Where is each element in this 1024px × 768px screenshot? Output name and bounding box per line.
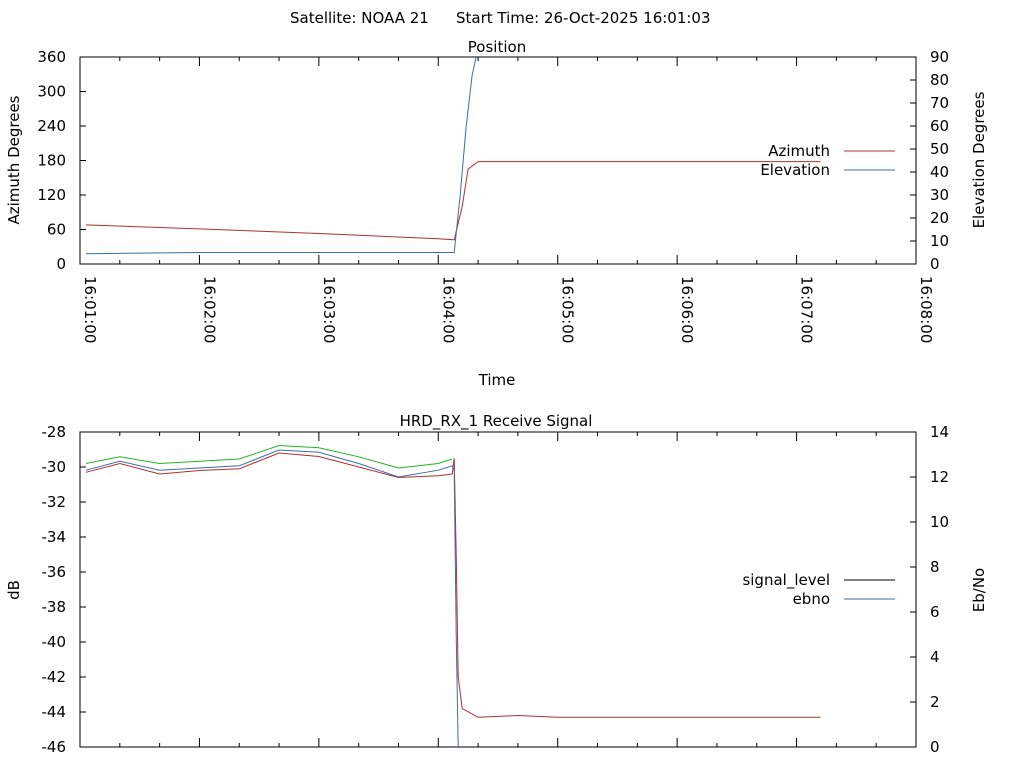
series-line-ebno-1-1 bbox=[85, 449, 459, 748]
y2-tick-label-0-0: 0 bbox=[930, 255, 940, 273]
y-tick-label-1-5: -36 bbox=[42, 563, 67, 581]
x-tick-label-1: 16:02:00 bbox=[200, 276, 218, 343]
y2-tick-label-1-3: 6 bbox=[930, 603, 940, 621]
y-tick-label-1-7: -32 bbox=[42, 493, 67, 511]
y2-tick-label-1-4: 8 bbox=[930, 558, 940, 576]
y-tick-label-1-8: -30 bbox=[42, 458, 67, 476]
y2-tick-label-0-4: 40 bbox=[930, 163, 949, 181]
y-tick-label-0-5: 300 bbox=[37, 83, 66, 101]
x-tick-label-5: 16:06:00 bbox=[678, 276, 696, 343]
y2-tick-label-0-8: 80 bbox=[930, 71, 949, 89]
y-tick-label-0-2: 120 bbox=[37, 186, 66, 204]
y-tick-label-1-0: -46 bbox=[42, 738, 67, 756]
y-tick-label-1-6: -34 bbox=[42, 528, 67, 546]
y-tick-label-0-6: 360 bbox=[37, 48, 66, 66]
position-x-axis-label: Time bbox=[478, 371, 516, 389]
x-tick-label-0: 16:01:00 bbox=[81, 276, 99, 343]
y2-tick-label-0-7: 70 bbox=[930, 94, 949, 112]
y2-tick-label-0-3: 30 bbox=[930, 186, 949, 204]
position-chart-title: Position bbox=[468, 38, 526, 56]
satellite-label: Satellite: NOAA 21 bbox=[290, 9, 429, 27]
y-tick-label-1-3: -40 bbox=[42, 633, 67, 651]
y2-tick-label-0-1: 10 bbox=[930, 232, 949, 250]
y2-tick-label-0-5: 50 bbox=[930, 140, 949, 158]
y-tick-label-1-4: -38 bbox=[42, 598, 67, 616]
db-axis-label: dB bbox=[5, 580, 23, 600]
y2-tick-label-0-6: 60 bbox=[930, 117, 949, 135]
y2-tick-label-0-9: 90 bbox=[930, 48, 949, 66]
y-tick-label-1-1: -44 bbox=[42, 703, 67, 721]
legend-label-Elevation: Elevation bbox=[760, 161, 830, 179]
series-line-Azimuth-0-0 bbox=[85, 161, 821, 241]
series-line-signal_level-1-0 bbox=[85, 452, 821, 718]
y2-tick-label-1-5: 10 bbox=[930, 513, 949, 531]
start-time-label: Start Time: 26-Oct-2025 16:01:03 bbox=[456, 9, 711, 27]
y-tick-label-0-1: 60 bbox=[47, 221, 66, 239]
x-tick-label-7: 16:08:00 bbox=[917, 276, 935, 343]
ebno-axis-label: Eb/No bbox=[970, 568, 988, 612]
x-tick-label-2: 16:03:00 bbox=[320, 276, 338, 343]
y2-tick-label-1-7: 14 bbox=[930, 423, 949, 441]
legend-label-Azimuth: Azimuth bbox=[768, 142, 830, 160]
y2-tick-label-1-2: 4 bbox=[930, 648, 940, 666]
plot-frame-1 bbox=[79, 431, 917, 748]
y2-tick-label-0-2: 20 bbox=[930, 209, 949, 227]
signal-chart-title: HRD_RX_1 Receive Signal bbox=[400, 412, 593, 431]
x-tick-label-4: 16:05:00 bbox=[559, 276, 577, 343]
y-tick-label-0-4: 240 bbox=[37, 117, 66, 135]
y2-tick-label-1-0: 0 bbox=[930, 738, 940, 756]
x-tick-label-6: 16:07:00 bbox=[798, 276, 816, 343]
y-tick-label-0-3: 180 bbox=[37, 152, 66, 170]
y-tick-label-0-0: 0 bbox=[56, 255, 66, 273]
x-tick-label-3: 16:04:00 bbox=[439, 276, 457, 343]
series-line-unlabeled-1-2 bbox=[85, 444, 453, 469]
series-line-Elevation-0-1 bbox=[85, 56, 477, 255]
y2-tick-label-1-6: 12 bbox=[930, 468, 949, 486]
y-tick-label-1-2: -42 bbox=[42, 668, 67, 686]
legend-label-signal_level: signal_level bbox=[742, 571, 830, 590]
y2-tick-label-1-1: 2 bbox=[930, 693, 940, 711]
azimuth-axis-label: Azimuth Degrees bbox=[5, 95, 23, 224]
elevation-axis-label: Elevation Degrees bbox=[970, 91, 988, 228]
legend-label-ebno: ebno bbox=[793, 590, 830, 608]
y-tick-label-1-9: -28 bbox=[42, 423, 67, 441]
